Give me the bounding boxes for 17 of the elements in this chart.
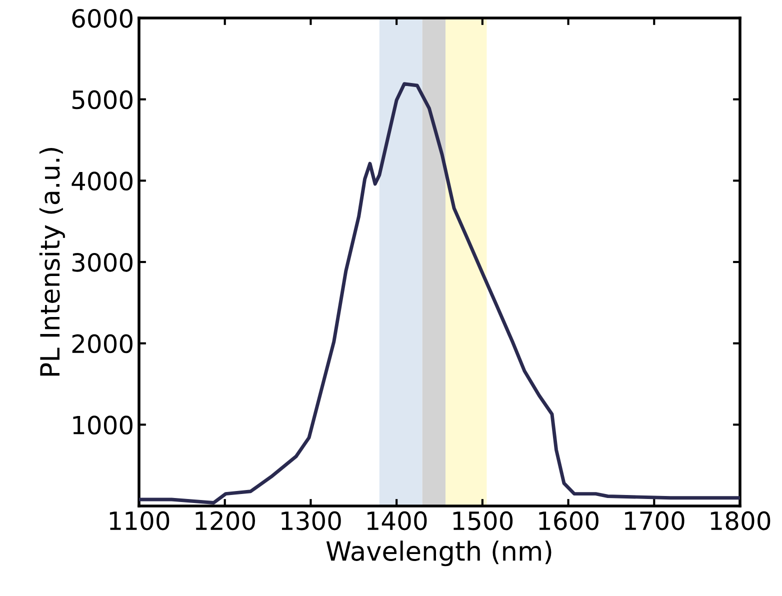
- y-tick-label: 4000: [72, 172, 132, 191]
- x-tick-label: 1400: [368, 511, 427, 530]
- line-series: [139, 82, 740, 504]
- y-tick-label: 3000: [72, 252, 132, 272]
- y-tick-label: 6000: [72, 8, 132, 28]
- x-tick-label: 1300: [282, 511, 341, 530]
- x-tick-label: 1800: [710, 511, 770, 530]
- x-tick-label: 1700: [625, 511, 684, 530]
- x-axis-title: Wavelength (nm): [326, 540, 552, 566]
- x-tick-label: 1100: [110, 511, 170, 530]
- x-tick-label: 1500: [453, 511, 513, 530]
- x-tick-label: 1600: [539, 511, 598, 530]
- y-tick-label: 2000: [72, 334, 132, 354]
- y-axis-title: PL Intensity (a.u.): [39, 148, 65, 376]
- y-tick-label: 1000: [73, 416, 132, 435]
- y-tick-label: 5000: [72, 90, 132, 110]
- x-tick-label: 1200: [196, 511, 256, 530]
